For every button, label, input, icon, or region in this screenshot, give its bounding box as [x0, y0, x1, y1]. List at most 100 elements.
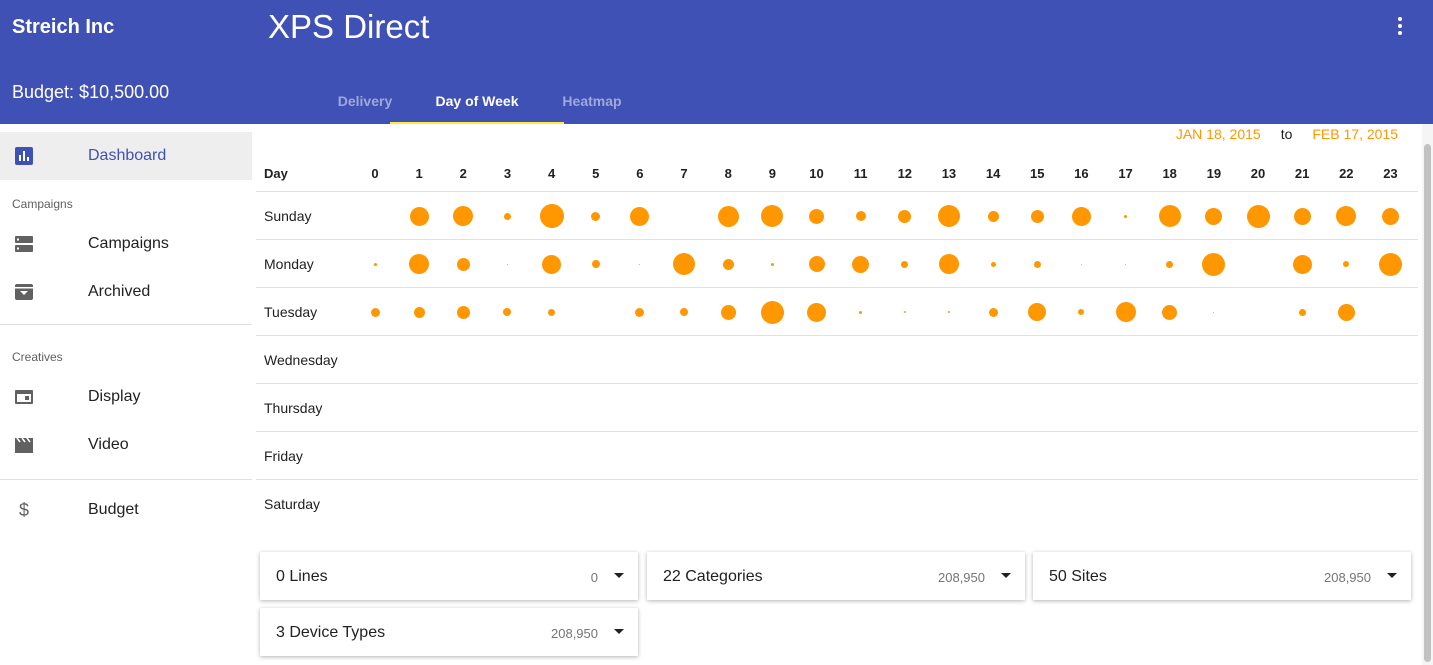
chevron-down-icon[interactable]: [1387, 573, 1397, 578]
bubble[interactable]: [503, 308, 512, 316]
bubble[interactable]: [855, 211, 866, 221]
filter-card-sites[interactable]: 50 Sites 208,950: [1033, 552, 1411, 600]
more-vert-icon[interactable]: [1388, 14, 1412, 42]
bubble[interactable]: [770, 262, 774, 266]
bubble[interactable]: [722, 258, 734, 270]
bubble[interactable]: [591, 260, 600, 268]
bubble[interactable]: [1378, 252, 1402, 276]
bubble[interactable]: [1124, 214, 1128, 218]
filter-count: 208,950: [551, 626, 598, 641]
day-label: Monday: [264, 256, 314, 272]
tab-day-of-week[interactable]: Day of Week: [390, 78, 564, 124]
bubble[interactable]: [1336, 206, 1357, 226]
bubble[interactable]: [720, 304, 736, 320]
bubble[interactable]: [639, 263, 641, 265]
bubble[interactable]: [990, 261, 996, 267]
bubble[interactable]: [1033, 260, 1041, 268]
bubble[interactable]: [1030, 209, 1044, 223]
bubble[interactable]: [1078, 309, 1085, 315]
scrollbar[interactable]: [1422, 124, 1433, 665]
bubble[interactable]: [413, 306, 425, 318]
bubble[interactable]: [1071, 206, 1091, 226]
bubble[interactable]: [901, 260, 909, 268]
bubble[interactable]: [539, 204, 564, 228]
bubble[interactable]: [988, 307, 998, 317]
bubble[interactable]: [1246, 204, 1270, 228]
app-title: XPS Direct: [268, 8, 430, 45]
bubble[interactable]: [409, 206, 429, 226]
bubble[interactable]: [903, 311, 906, 313]
bubble[interactable]: [1202, 252, 1226, 276]
bubble[interactable]: [1381, 207, 1399, 225]
start-date[interactable]: JAN 18, 2015: [1175, 126, 1261, 142]
day-of-week-chart: Day 0 1 2 3 4 5 6 7 8 9 10 11 12 13 14 15 16 17 18 19 20 21 22…: [256, 158, 1418, 528]
sidebar-item-campaigns[interactable]: Campaigns: [0, 220, 252, 268]
hour-header: 6: [636, 166, 644, 181]
sidebar-item-dashboard[interactable]: Dashboard: [0, 132, 252, 180]
bubble[interactable]: [370, 307, 380, 317]
sidebar-item-archived[interactable]: Archived: [0, 268, 252, 316]
hour-header: 14: [985, 166, 1001, 181]
chart-header-row: Day 0 1 2 3 4 5 6 7 8 9 10 11 12 13 14 15 16 17 18 19 20 21 22…: [256, 158, 1418, 192]
bubble[interactable]: [453, 206, 474, 226]
date-range: JAN 18, 2015 to FEB 17, 2015: [1176, 126, 1398, 142]
sidebar-item-budget[interactable]: $ Budget: [0, 486, 252, 534]
bubble[interactable]: [1028, 303, 1047, 321]
app-header: Streich Inc XPS Direct Budget: $10,500.0…: [0, 0, 1433, 124]
bubble[interactable]: [1166, 260, 1174, 268]
bubble[interactable]: [1162, 304, 1178, 320]
bubble[interactable]: [987, 210, 999, 222]
bubble[interactable]: [859, 310, 863, 314]
chevron-down-icon[interactable]: [1001, 573, 1011, 578]
bubble[interactable]: [1337, 303, 1355, 321]
bubble[interactable]: [591, 211, 601, 221]
bubble[interactable]: [456, 305, 470, 319]
bubble[interactable]: [630, 206, 650, 226]
bubble[interactable]: [1205, 207, 1223, 225]
bubble[interactable]: [808, 256, 825, 272]
bubble[interactable]: [1080, 263, 1082, 265]
bubble[interactable]: [898, 209, 912, 223]
bubble[interactable]: [635, 307, 645, 317]
bubble[interactable]: [937, 205, 960, 227]
day-label: Tuesday: [264, 304, 318, 320]
chevron-down-icon[interactable]: [614, 629, 624, 634]
bubble[interactable]: [506, 263, 508, 265]
bubble[interactable]: [1293, 207, 1311, 225]
bubble[interactable]: [852, 255, 870, 273]
scrollbar-thumb[interactable]: [1424, 144, 1431, 662]
bubble[interactable]: [373, 262, 377, 266]
bubble[interactable]: [717, 205, 739, 227]
filter-card-device-types[interactable]: 3 Device Types 208,950: [260, 608, 638, 656]
bubble[interactable]: [542, 254, 562, 274]
bubble[interactable]: [548, 308, 556, 316]
sidebar-item-display[interactable]: Display: [0, 373, 252, 421]
bubble[interactable]: [1292, 254, 1312, 274]
bubble[interactable]: [1158, 205, 1181, 227]
bubble[interactable]: [1125, 263, 1127, 265]
date-separator: to: [1280, 126, 1293, 142]
bubble[interactable]: [807, 302, 826, 322]
bubble[interactable]: [1343, 261, 1350, 267]
bubble[interactable]: [1298, 308, 1306, 316]
bubble[interactable]: [409, 254, 430, 274]
bubble[interactable]: [947, 311, 950, 313]
filter-card-lines[interactable]: 0 Lines 0: [260, 552, 638, 600]
hour-header: 0: [371, 166, 379, 181]
sidebar-item-video[interactable]: Video: [0, 421, 252, 469]
bubble[interactable]: [1115, 302, 1136, 322]
filter-card-categories[interactable]: 22 Categories 208,950: [647, 552, 1025, 600]
bubble[interactable]: [680, 308, 689, 316]
bubble[interactable]: [456, 257, 470, 271]
bubble[interactable]: [761, 205, 784, 227]
bubble[interactable]: [1213, 311, 1215, 313]
tab-delivery[interactable]: Delivery: [337, 93, 393, 109]
bubble[interactable]: [760, 300, 784, 324]
bubble[interactable]: [673, 253, 696, 275]
bubble[interactable]: [809, 208, 824, 224]
bubble[interactable]: [938, 254, 959, 274]
chevron-down-icon[interactable]: [614, 573, 624, 578]
end-date[interactable]: FEB 17, 2015: [1312, 126, 1398, 142]
bubble[interactable]: [503, 212, 511, 220]
tab-heatmap[interactable]: Heatmap: [562, 93, 622, 109]
